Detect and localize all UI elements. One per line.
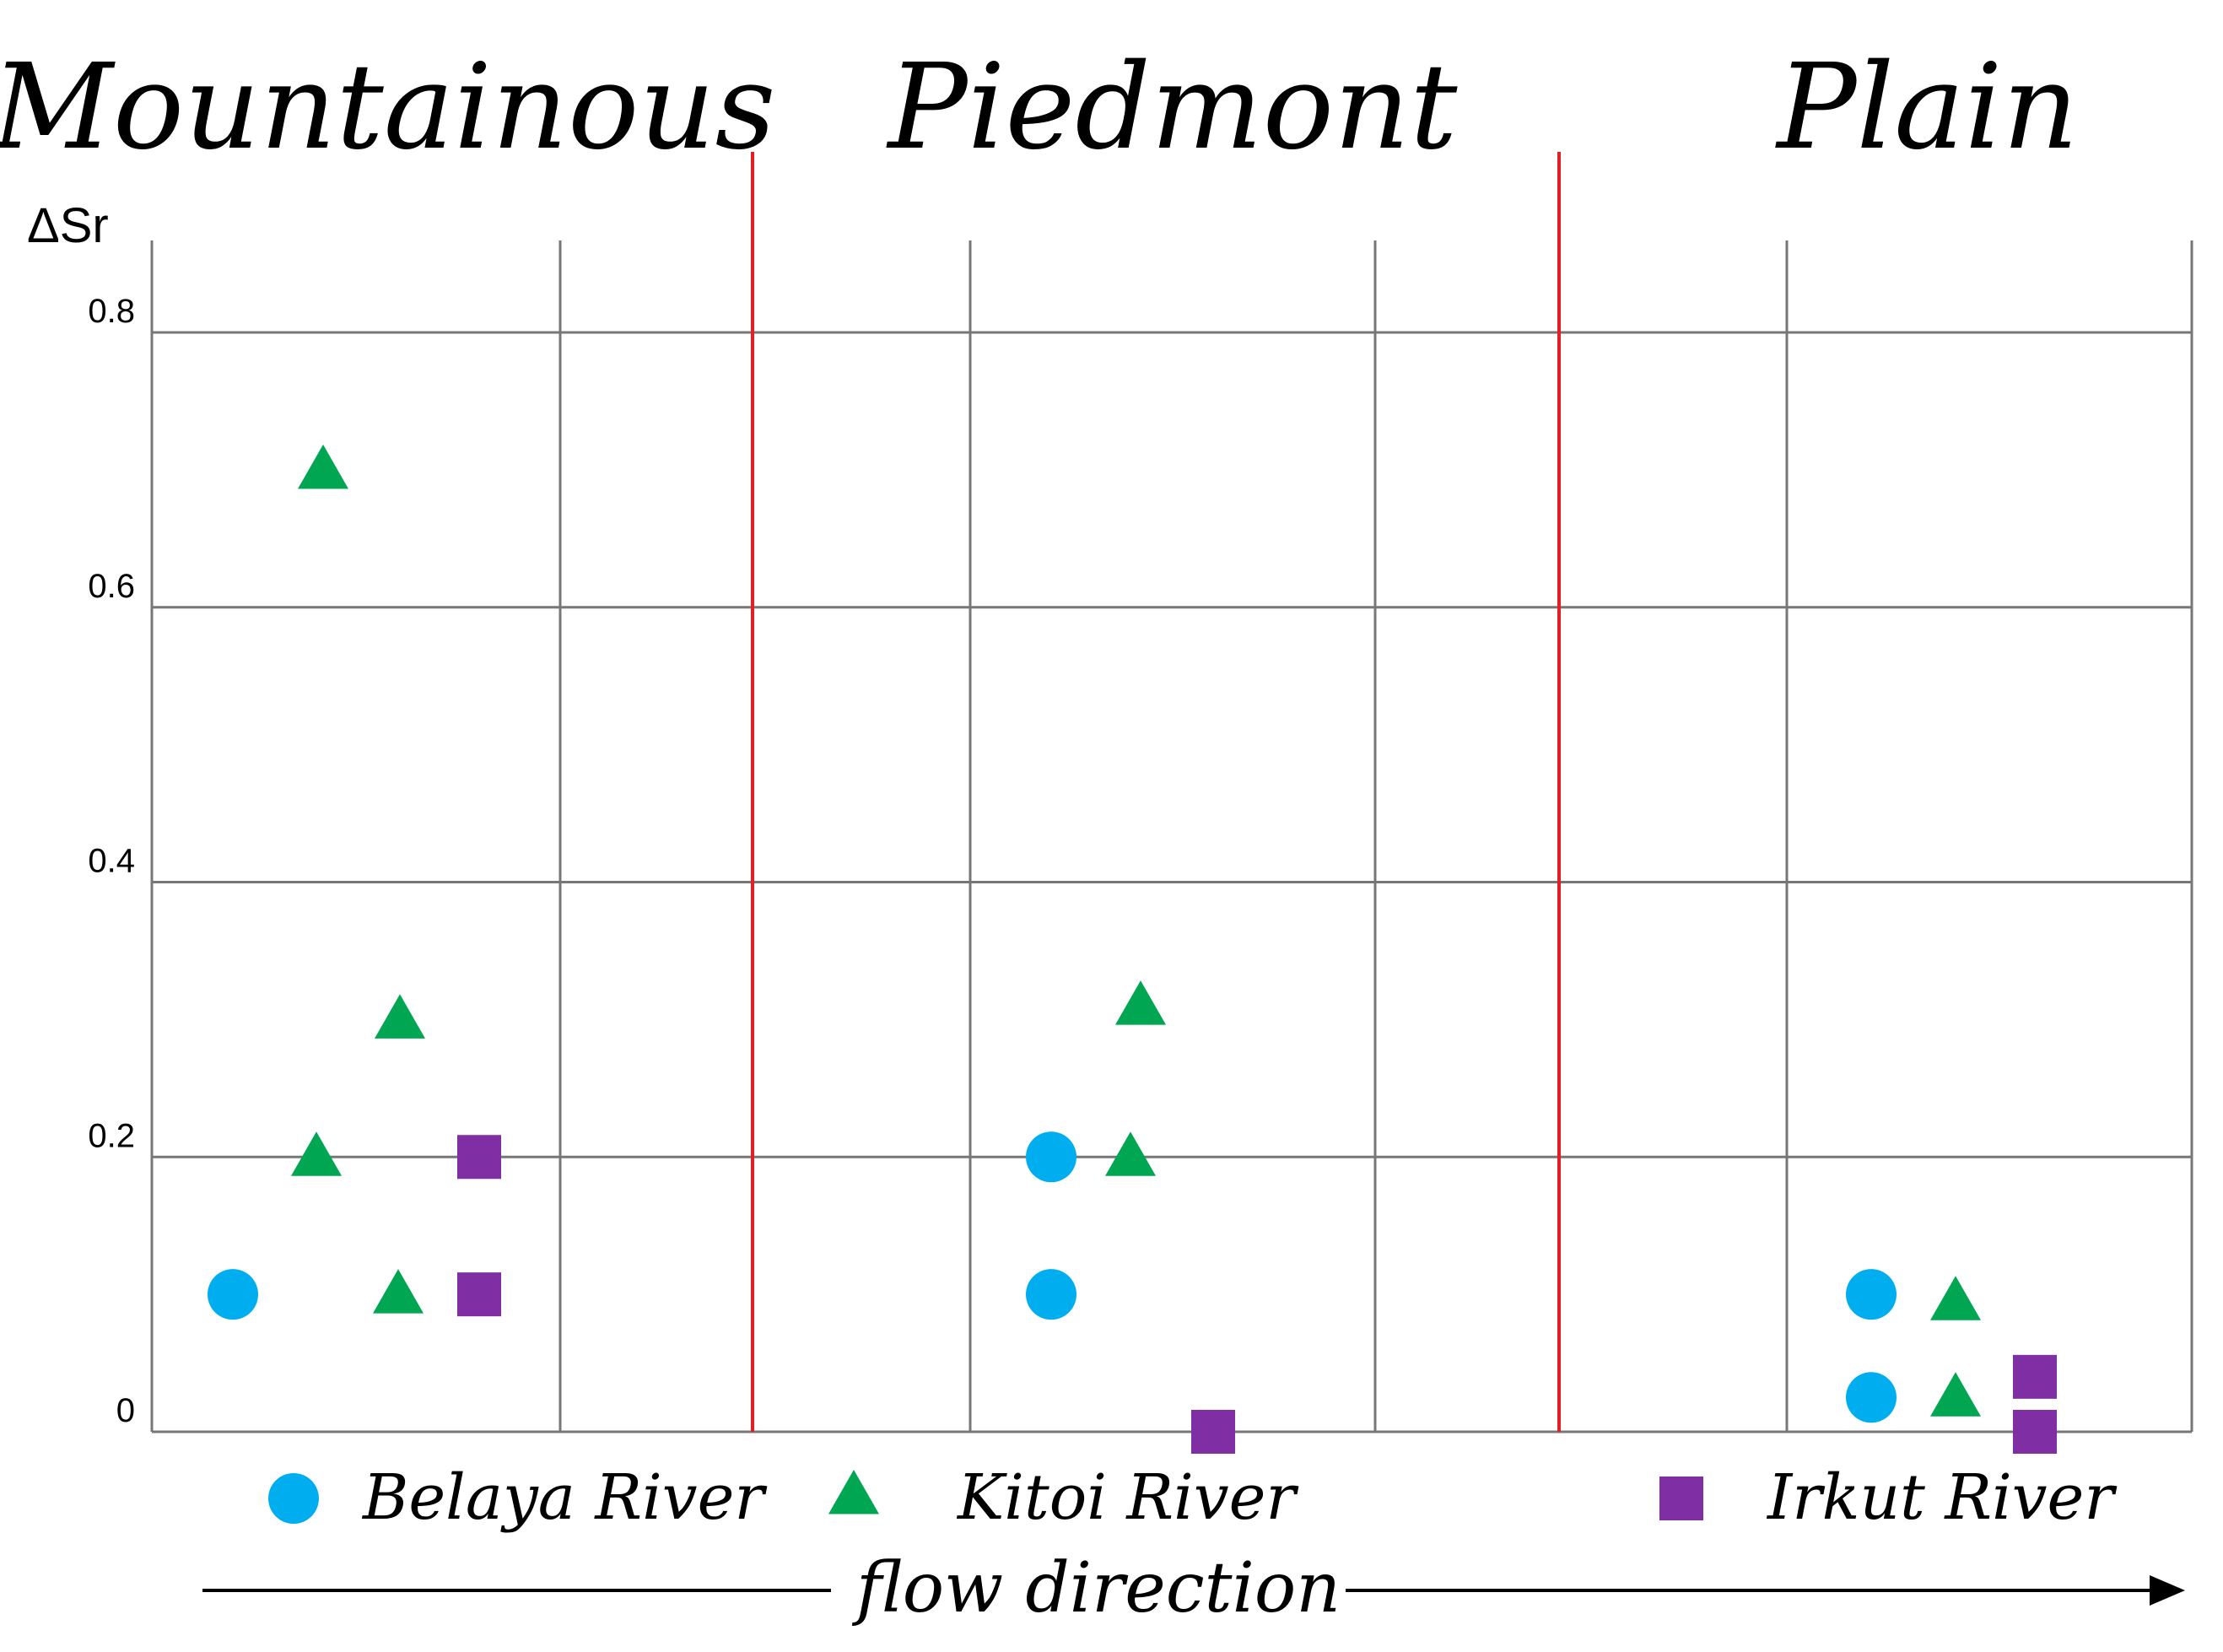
data-point-triangle: [1115, 980, 1166, 1025]
flow-direction-label: flow direction: [851, 1548, 1341, 1628]
y-tick-label: 0.4: [88, 843, 135, 880]
data-point-triangle: [298, 444, 348, 489]
y-axis-title: ΔSr: [27, 198, 109, 253]
chart-grid: [150, 240, 2193, 1433]
y-axis: ΔSr 0 0.2 0.4 0.6 0.8: [27, 198, 135, 1429]
y-tick-label: 0: [116, 1392, 135, 1429]
zone-title-plain: Plain: [1774, 39, 2078, 176]
legend-label: Belaya River: [361, 1461, 768, 1534]
data-point-circle: [1026, 1131, 1076, 1183]
zone-title-mountainous: Mountainous: [0, 39, 775, 176]
data-point-triangle: [1105, 1131, 1156, 1176]
legend-marker-triangle: [828, 1470, 879, 1514]
data-point-circle: [208, 1269, 258, 1320]
data-point-triangle: [291, 1131, 342, 1176]
legend-label: Kitoi River: [956, 1461, 1299, 1534]
legend-marker-circle: [268, 1473, 319, 1524]
data-point-square: [1191, 1410, 1235, 1454]
data-point-triangle: [1930, 1372, 1981, 1417]
data-point-square: [457, 1272, 501, 1317]
zone-dividers: [751, 152, 1561, 1432]
data-point-triangle: [373, 1269, 424, 1314]
data-point-circle: [1846, 1269, 1897, 1320]
flow-arrow-head: [2150, 1575, 2185, 1606]
zone-titles: Mountainous Piedmont Plain: [0, 39, 2079, 176]
y-tick-label: 0.8: [88, 293, 135, 330]
legend-label: Irkut River: [1766, 1461, 2118, 1534]
data-point-triangle: [1930, 1276, 1981, 1320]
y-tick-label: 0.2: [88, 1117, 135, 1154]
y-tick-label: 0.6: [88, 568, 135, 605]
data-point-square: [457, 1135, 501, 1180]
chart-marks: [208, 444, 2057, 1454]
zone-title-piedmont: Piedmont: [886, 39, 1459, 176]
data-point-circle: [1026, 1269, 1076, 1320]
data-point-circle: [1846, 1372, 1897, 1423]
legend-marker-square: [1659, 1477, 1703, 1520]
data-point-square: [2013, 1410, 2057, 1454]
data-point-triangle: [375, 994, 425, 1039]
data-point-square: [2013, 1354, 2057, 1399]
flow-direction: flow direction: [202, 1548, 2185, 1628]
legend: Belaya River Kitoi River Irkut River: [268, 1461, 2118, 1534]
